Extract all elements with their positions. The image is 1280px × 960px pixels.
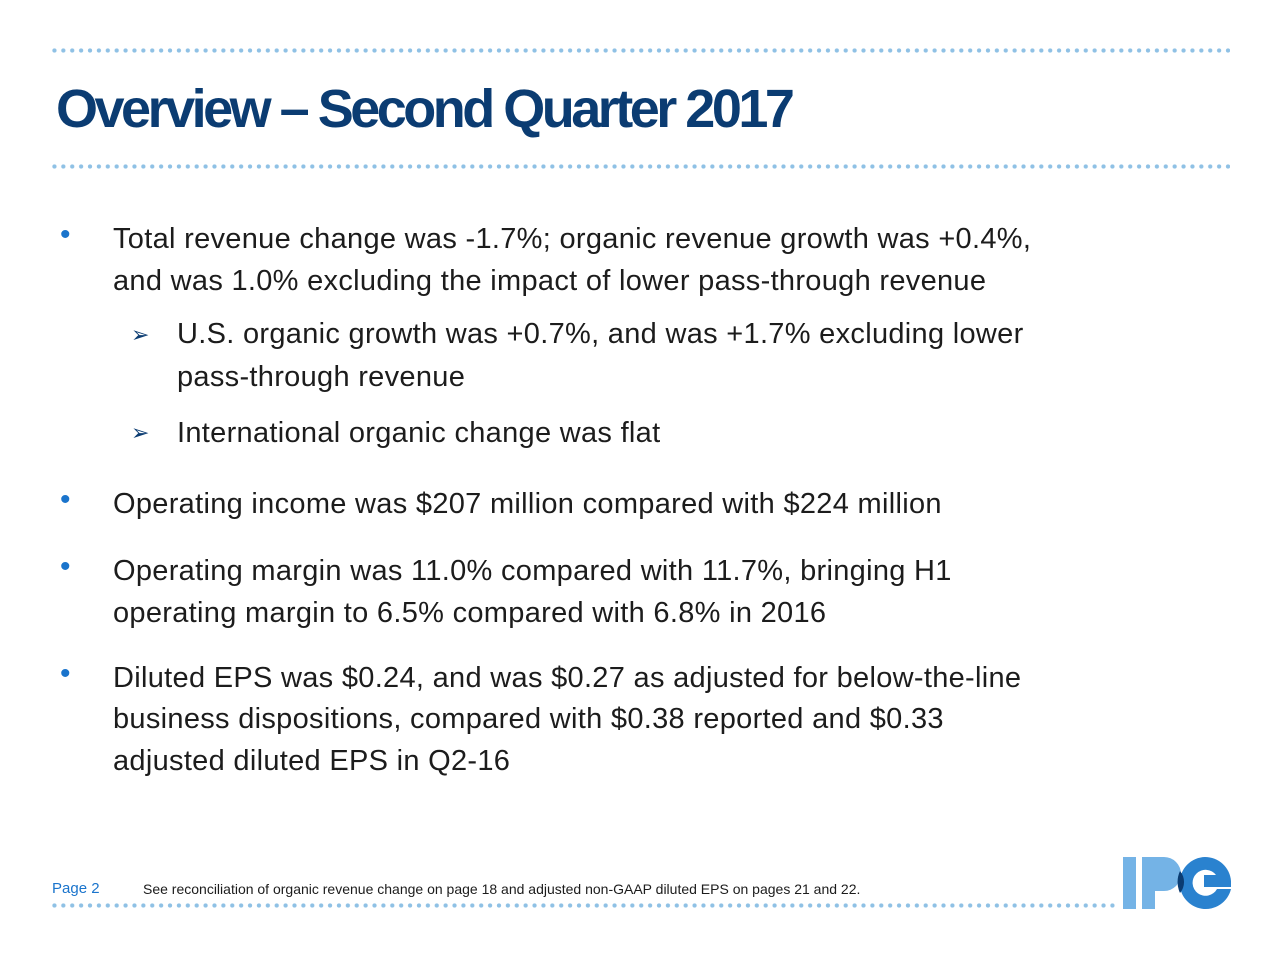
title-dotted-rule xyxy=(50,164,1230,169)
sub-bullet-1-line-1: U.S. organic growth was +0.7%, and was +… xyxy=(177,318,1024,350)
sub-bullet-1-line-2: pass-through revenue xyxy=(177,361,466,393)
page-number: Page 2 xyxy=(52,880,100,897)
bullet-4-line-1: Diluted EPS was $0.24, and was $0.27 as … xyxy=(113,662,1022,694)
ipg-logo xyxy=(1123,856,1231,909)
footer-dotted-rule xyxy=(50,903,1115,908)
bullet-4-line-2: business dispositions, compared with $0.… xyxy=(113,703,944,735)
bullet-3-line-2: operating margin to 6.5% compared with 6… xyxy=(113,597,827,629)
bullet-2-line-1: Operating income was $207 million compar… xyxy=(113,488,942,520)
bullet-icon: • xyxy=(60,657,71,690)
top-dotted-rule xyxy=(50,48,1230,53)
bullet-icon: • xyxy=(60,483,71,516)
slide-title: Overview – Second Quarter 2017 xyxy=(56,79,795,139)
bullet-1-line-2: and was 1.0% excluding the impact of low… xyxy=(113,265,987,297)
bullet-3-line-1: Operating margin was 11.0% compared with… xyxy=(113,555,952,587)
bullet-4-line-3: adjusted diluted EPS in Q2-16 xyxy=(113,745,511,777)
footnote: See reconciliation of organic revenue ch… xyxy=(143,881,861,897)
bullet-icon: • xyxy=(60,550,71,583)
bullet-1-line-1: Total revenue change was -1.7%; organic … xyxy=(113,223,1032,255)
arrow-bullet-icon: ➢ xyxy=(131,420,150,445)
sub-bullet-2-line-1: International organic change was flat xyxy=(177,417,661,449)
bullet-icon: • xyxy=(60,218,71,251)
arrow-bullet-icon: ➢ xyxy=(131,322,150,347)
